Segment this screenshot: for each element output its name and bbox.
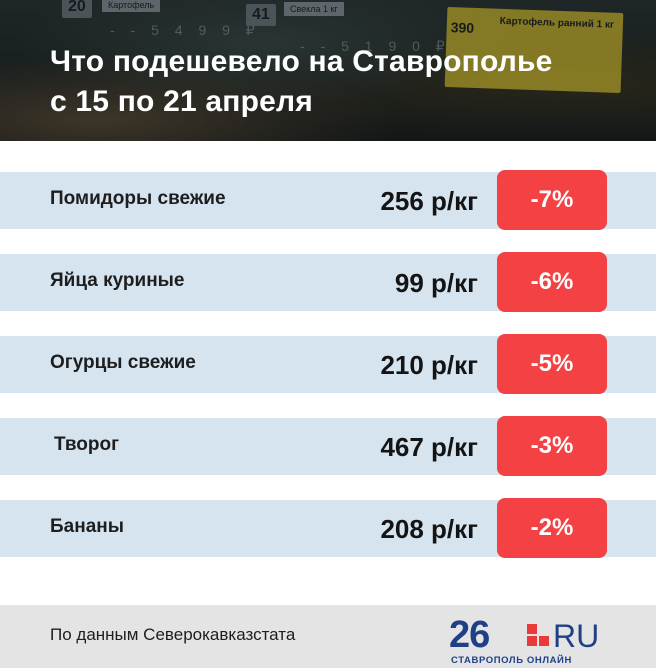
- background-price-digits: - - 5 1 9 0 ₽: [300, 38, 451, 54]
- logo-ru: RU: [553, 618, 600, 654]
- logo-subtitle: СТАВРОПОЛЬ ОНЛАЙН: [451, 655, 572, 666]
- footer: По данным Северокавказстата 26 RU СТАВРО…: [0, 605, 656, 668]
- product-price: 256 р/кг: [380, 186, 478, 216]
- title-line-2: с 15 по 21 апреля: [50, 85, 313, 118]
- background-price-digits: - - 5 4 9 9 ₽: [110, 22, 261, 38]
- price-change-badge: -3%: [497, 416, 607, 476]
- background-price-tag: 20: [62, 0, 92, 18]
- product-name: Помидоры свежие: [50, 188, 226, 209]
- product-price: 99 р/кг: [394, 268, 478, 298]
- logo-number: 26: [449, 614, 490, 656]
- price-change-badge: -7%: [497, 170, 607, 230]
- product-name: Бананы: [50, 516, 124, 537]
- price-change-badge: -6%: [497, 252, 607, 312]
- product-name: Огурцы свежие: [50, 352, 196, 373]
- header-banner: 20 Картофель - - 5 4 9 9 ₽ 41 Свекла 1 к…: [0, 0, 656, 141]
- product-price: 467 р/кг: [380, 432, 478, 462]
- background-price-tag-label: Картофель: [102, 0, 161, 12]
- product-name: Яйца куриные: [50, 270, 185, 291]
- price-change-badge: -2%: [497, 498, 607, 558]
- product-name: Творог: [54, 434, 120, 455]
- background-price-tag-label: Свекла 1 кг: [284, 2, 344, 16]
- title-line-1: Что подешевело на Ставрополье: [50, 45, 553, 78]
- background-price-tag: 41: [246, 4, 276, 26]
- logo-squares-icon: [527, 624, 549, 646]
- data-source-note: По данным Северокавказстата: [50, 625, 296, 644]
- product-price: 210 р/кг: [380, 350, 478, 380]
- site-logo[interactable]: 26 RU СТАВРОПОЛЬ ОНЛАЙН: [449, 614, 609, 666]
- product-price: 208 р/кг: [380, 514, 478, 544]
- page-title: Что подешевело на Ставрополье с 15 по 21…: [50, 42, 553, 122]
- price-change-badge: -5%: [497, 334, 607, 394]
- header-overlay: [0, 0, 656, 141]
